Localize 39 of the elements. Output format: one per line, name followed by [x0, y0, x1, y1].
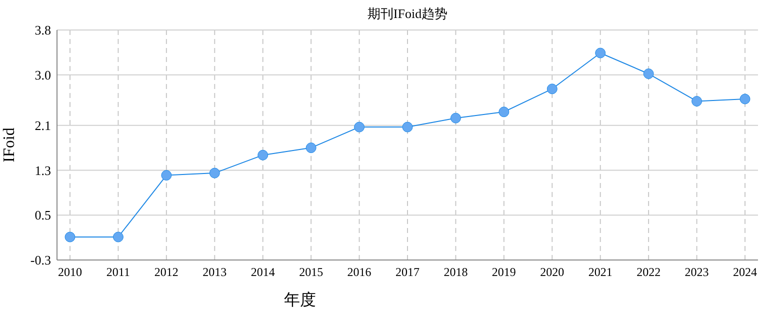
x-tick-label: 2022 [636, 265, 661, 279]
y-axis-title: IFoid [1, 128, 18, 162]
point [258, 150, 268, 160]
point [402, 122, 413, 132]
x-tick-label: 2011 [106, 265, 130, 279]
x-tick-label: 2021 [588, 265, 612, 279]
y-tick-label: 3.8 [34, 22, 51, 38]
x-tick-label: 2014 [250, 265, 275, 279]
y-tick-label: 0.5 [34, 208, 51, 223]
point [354, 122, 365, 132]
x-tick-label: 2018 [444, 265, 468, 279]
x-tick-label: 2024 [733, 265, 757, 279]
point [161, 170, 172, 181]
point [643, 68, 654, 80]
x-tick-label: 2017 [396, 265, 420, 279]
x-tick-label: 2016 [347, 265, 372, 279]
point [209, 168, 220, 178]
x-tick-label: 2019 [492, 265, 516, 279]
point [498, 106, 510, 118]
y-tick-label: -0.3 [30, 252, 51, 268]
x-axis-title: 年度 [284, 291, 316, 309]
x-tick-label: 2015 [299, 265, 324, 279]
point [112, 232, 124, 242]
point [450, 112, 461, 124]
x-tick-label: 2010 [58, 265, 82, 279]
point [546, 84, 558, 94]
chart-title: 期刊IFoid趋势 [367, 6, 448, 21]
x-tick-label: 2012 [154, 265, 178, 279]
y-tick-label: 2.1 [34, 118, 51, 133]
point [692, 96, 702, 106]
x-tick-label: 2013 [202, 265, 227, 279]
point [740, 94, 750, 104]
point [595, 48, 606, 58]
point [306, 142, 316, 154]
x-tick-label: 2020 [540, 265, 564, 279]
y-tick-label: 1.3 [34, 162, 51, 178]
point [64, 232, 76, 242]
x-tick-label: 2023 [684, 265, 709, 279]
y-tick-label: 3.0 [34, 67, 51, 82]
